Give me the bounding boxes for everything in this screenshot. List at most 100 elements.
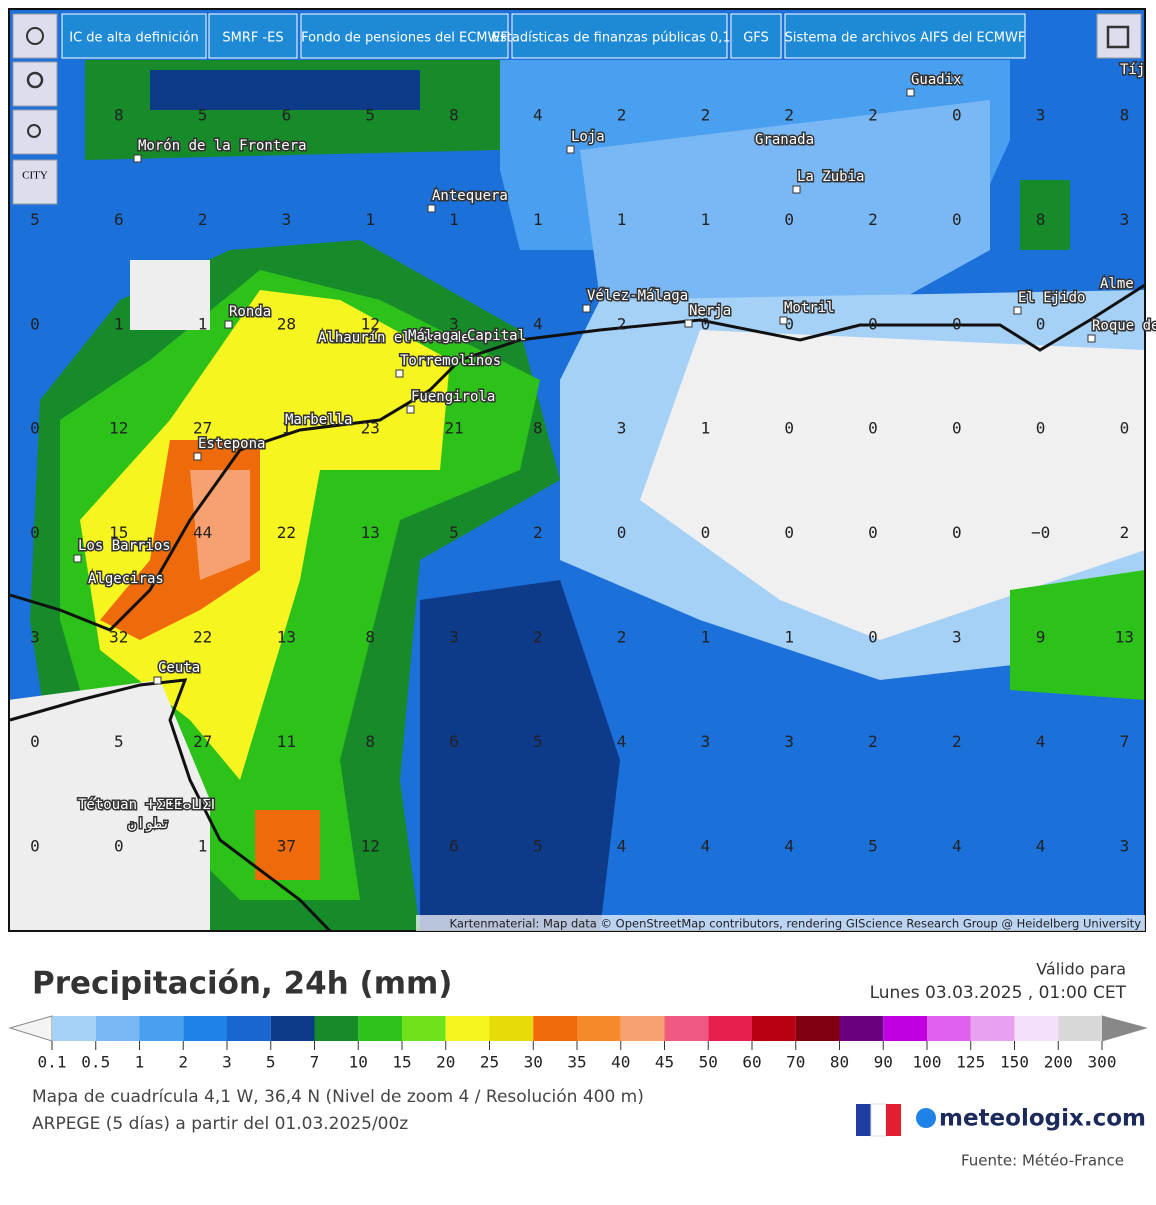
- grid-value: 0: [868, 419, 878, 438]
- legend-swatch: [489, 1016, 534, 1041]
- city-label: Tétouan ⵜⵉⵟⵟⴰⵡⵉⵏ: [78, 797, 215, 813]
- toolbar-button[interactable]: [784, 13, 1026, 59]
- toolbar-button-label: Estadísticas de finanzas públicas 0,125: [492, 31, 747, 46]
- valid-label: Válido para: [1036, 960, 1126, 979]
- legend-swatch: [620, 1016, 665, 1041]
- grid-value: 9: [1036, 628, 1046, 647]
- grid-value: 0: [952, 523, 962, 542]
- grid-value: 3: [1120, 836, 1130, 855]
- grid-value: 1: [365, 210, 375, 229]
- city-label: Vélez-Málaga: [587, 288, 688, 304]
- grid-value: 0: [1120, 419, 1130, 438]
- legend-swatch: [183, 1016, 227, 1041]
- legend-label: 0.5: [81, 1053, 110, 1072]
- grid-value: 13: [277, 628, 296, 647]
- grid-value: 2: [952, 732, 962, 751]
- city-label: Alme: [1100, 276, 1134, 292]
- grid-value: 0: [952, 419, 962, 438]
- legend-swatch: [795, 1016, 840, 1041]
- toolbar-button[interactable]: [61, 13, 207, 59]
- zoom-button[interactable]: [12, 109, 58, 155]
- city-label: Motril: [784, 300, 835, 316]
- city-label: Guadix: [911, 72, 962, 88]
- grid-value: 2: [868, 106, 878, 125]
- grid-value: 0: [30, 314, 40, 333]
- grid-value: 0: [114, 836, 124, 855]
- location-button[interactable]: [12, 61, 58, 107]
- grid-value: 22: [277, 523, 296, 542]
- city-marker: [395, 369, 404, 378]
- grid-value: 3: [30, 628, 40, 647]
- grid-value: 44: [193, 523, 212, 542]
- grid-value: 6: [282, 106, 292, 125]
- legend-label: 2: [178, 1053, 188, 1072]
- city-toggle[interactable]: [12, 159, 58, 205]
- toolbar-button[interactable]: [511, 13, 728, 59]
- grid-value: 2: [198, 210, 208, 229]
- grid-value: 0: [701, 314, 711, 333]
- legend-swatch: [927, 1016, 971, 1041]
- legend-label: 100: [913, 1053, 942, 1072]
- city-marker: [427, 204, 436, 213]
- grid-value: 4: [533, 314, 543, 333]
- grid-value: −0: [1031, 523, 1050, 542]
- grid-value: 2: [617, 314, 627, 333]
- grid-value: 2: [701, 106, 711, 125]
- city-label: Torremolinos: [400, 353, 501, 369]
- grid-value: 8: [114, 106, 124, 125]
- grid-value: 22: [193, 628, 212, 647]
- legend-label: 0.1: [38, 1053, 67, 1072]
- attribution-bg: [416, 915, 1145, 931]
- grid-value: 1: [617, 210, 627, 229]
- grid-value: 12: [361, 314, 380, 333]
- city-label: Fuengirola: [411, 389, 495, 405]
- grid-value: 8: [365, 628, 375, 647]
- legend-label: 300: [1088, 1053, 1117, 1072]
- legend-label: 60: [742, 1053, 761, 1072]
- grid-value: 0: [701, 523, 711, 542]
- grid-value: 5: [30, 210, 40, 229]
- city-label: El Ejido: [1018, 290, 1085, 306]
- grid-value: 6: [449, 836, 459, 855]
- legend-label: 10: [349, 1053, 368, 1072]
- grid-value: 7: [1120, 732, 1130, 751]
- valid-time: Lunes 03.03.2025 , 01:00 CET: [870, 983, 1127, 1003]
- grid-value: 0: [30, 419, 40, 438]
- grid-info: Mapa de cuadrícula 4,1 W, 36,4 N (Nivel …: [32, 1087, 644, 1107]
- toolbar-button[interactable]: [300, 13, 509, 59]
- grid-value: 0: [868, 314, 878, 333]
- share-button[interactable]: [1096, 13, 1142, 59]
- grid-value: 2: [868, 210, 878, 229]
- toolbar-button[interactable]: [208, 13, 298, 59]
- grid-value: 4: [533, 106, 543, 125]
- grid-value: 12: [361, 836, 380, 855]
- legend-swatch: [139, 1016, 184, 1041]
- legend-title: Precipitación, 24h (mm): [32, 966, 452, 1002]
- city-label: Málaga Capital: [408, 328, 526, 344]
- city-marker: [582, 304, 591, 313]
- legend-swatch: [533, 1016, 577, 1041]
- legend-swatch: [314, 1016, 359, 1041]
- city-marker: [406, 405, 415, 414]
- grid-value: 3: [952, 628, 962, 647]
- grid-value: 1: [114, 314, 124, 333]
- toolbar-button[interactable]: [730, 13, 782, 59]
- city-marker: [1087, 334, 1096, 343]
- source: Fuente: Météo-France: [961, 1152, 1124, 1170]
- legend-swatch: [664, 1016, 709, 1041]
- grid-value: 5: [365, 106, 375, 125]
- grid-value: 0: [1036, 419, 1046, 438]
- legend-label: 20: [436, 1053, 455, 1072]
- refresh-button[interactable]: [12, 13, 58, 59]
- grid-value: 5: [198, 106, 208, 125]
- grid-value: 1: [449, 210, 459, 229]
- legend-label: 45: [655, 1053, 674, 1072]
- city-label: Granada: [755, 132, 814, 148]
- grid-value: 3: [1036, 106, 1046, 125]
- attribution: Kartenmaterial: Map data © OpenStreetMap…: [450, 917, 1142, 931]
- grid-value: 4: [1036, 836, 1046, 855]
- grid-value: 4: [701, 836, 711, 855]
- city-label: Ronda: [229, 304, 271, 320]
- city-marker: [684, 319, 693, 328]
- legend-swatch: [883, 1016, 927, 1041]
